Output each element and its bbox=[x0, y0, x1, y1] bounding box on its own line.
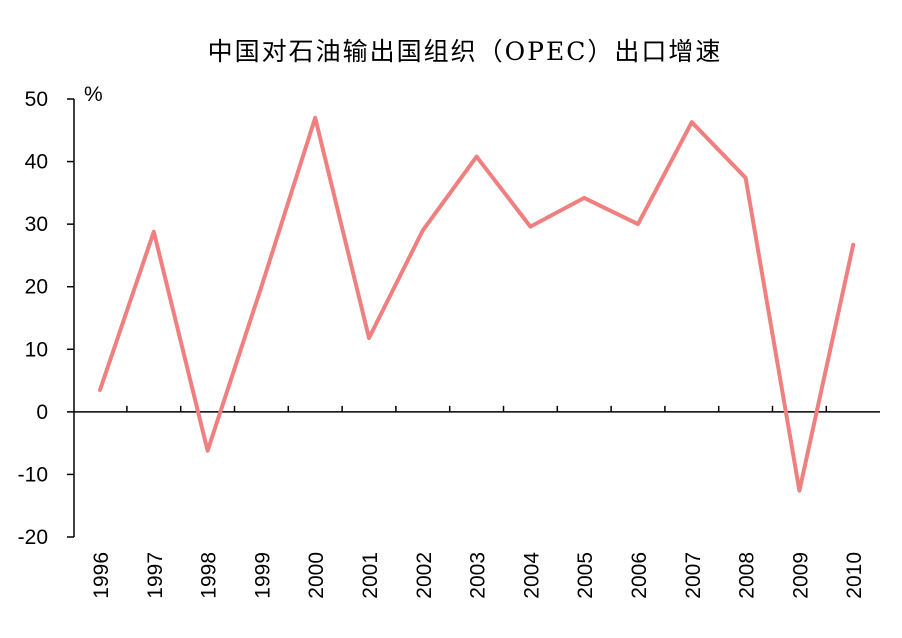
x-tick-label: 2004 bbox=[520, 552, 543, 599]
x-tick-label: 2008 bbox=[736, 552, 759, 599]
x-tick-label: 2000 bbox=[305, 552, 328, 599]
y-tick-label: 20 bbox=[25, 276, 48, 299]
x-tick-label: 1997 bbox=[144, 552, 167, 599]
x-tick-label: 2005 bbox=[574, 552, 597, 599]
x-tick-label: 2002 bbox=[413, 552, 436, 599]
x-tick-label: 2003 bbox=[467, 552, 490, 599]
y-tick-label: 40 bbox=[25, 151, 48, 174]
x-tick-label: 1998 bbox=[198, 552, 221, 599]
y-tick-label: 10 bbox=[25, 338, 48, 361]
y-ticks: -20 -10 0 10 20 30 40 50 bbox=[18, 88, 74, 549]
y-tick-label: 50 bbox=[25, 88, 48, 111]
y-unit-label: % bbox=[84, 83, 103, 106]
x-tick-label: 2007 bbox=[682, 552, 705, 599]
x-tick-label: 2009 bbox=[789, 552, 812, 599]
y-tick-label: 0 bbox=[36, 401, 48, 424]
x-tick-label: 2006 bbox=[628, 552, 651, 599]
y-tick-label: -10 bbox=[18, 463, 48, 486]
y-tick-label: 30 bbox=[25, 213, 48, 236]
chart-title: 中国对石油输出国组织（OPEC）出口增速 bbox=[208, 37, 723, 66]
x-tick-label: 2001 bbox=[359, 552, 382, 599]
x-tick-label: 1996 bbox=[90, 552, 113, 599]
series-group bbox=[98, 115, 856, 493]
x-tick-label: 1999 bbox=[251, 552, 274, 599]
x-ticks: 1996 1997 1998 1999 2000 2001 2002 2003 2004 2005… bbox=[90, 405, 866, 599]
x-tick-label: 2010 bbox=[843, 552, 866, 599]
series-line bbox=[98, 115, 856, 493]
y-tick-label: -20 bbox=[18, 526, 48, 549]
